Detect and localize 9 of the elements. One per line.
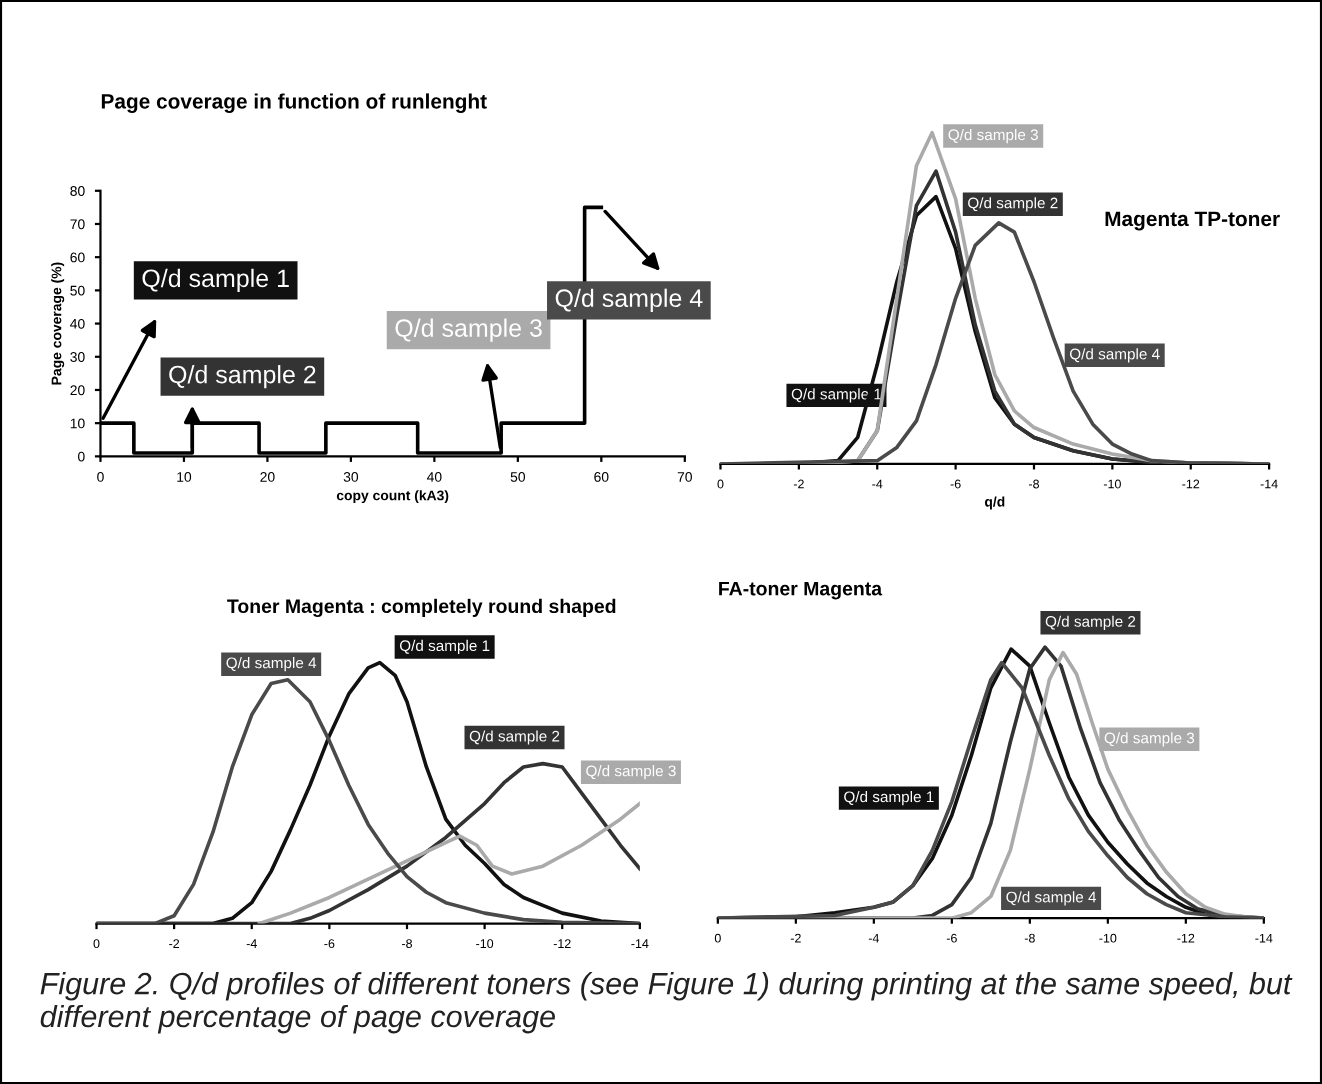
- annotation: Q/d sample 4: [555, 288, 703, 312]
- annotation: Q/d sample 2: [169, 365, 316, 389]
- chart-title: Page coverage in function of runlenght: [101, 93, 487, 113]
- text: Magenta TP-toner: [1105, 211, 1280, 231]
- annotation: Q/d sample 3: [395, 318, 542, 342]
- chart-title: Toner Magenta : completely round shaped: [227, 598, 616, 618]
- chart-title: FA-toner Magenta: [719, 581, 883, 600]
- annotation: Q/d sample 1: [142, 268, 289, 293]
- caption: Figure 2. Q/d profiles of different toners (see Figure 1) during printing at the same speed, but different percentage of page coverage: [40, 972, 1293, 1034]
